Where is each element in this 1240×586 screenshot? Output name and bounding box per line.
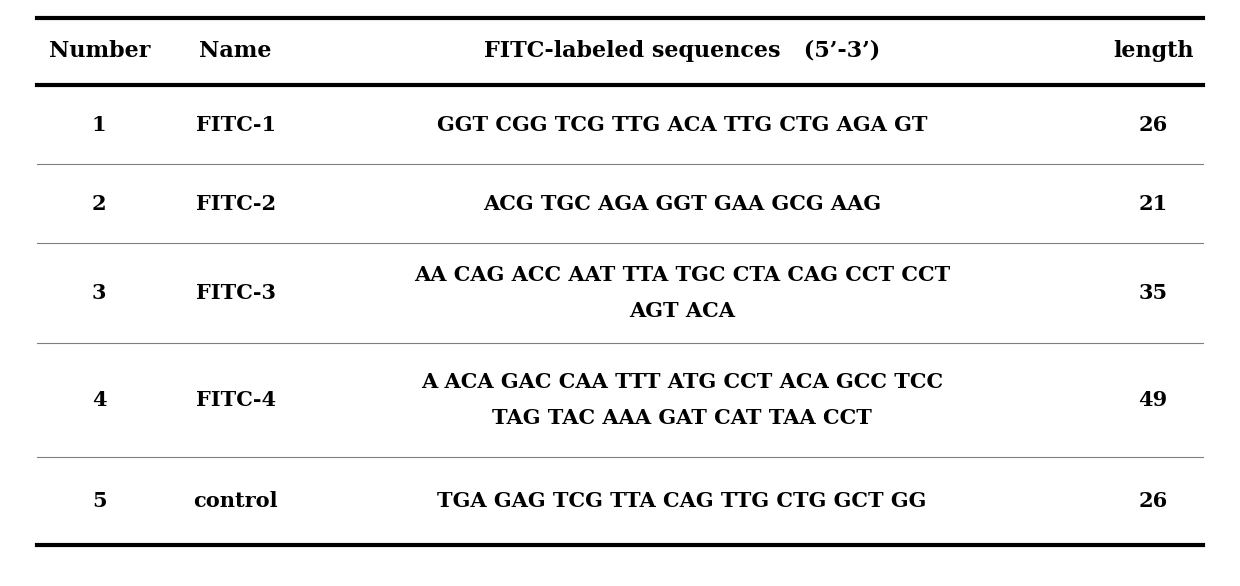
Text: FITC-2: FITC-2 [196,193,275,214]
Text: FITC-4: FITC-4 [196,390,275,410]
Text: GGT CGG TCG TTG ACA TTG CTG AGA GT: GGT CGG TCG TTG ACA TTG CTG AGA GT [436,114,928,135]
Text: 3: 3 [92,283,107,303]
Text: control: control [193,491,278,511]
Text: TGA GAG TCG TTA CAG TTG CTG GCT GG: TGA GAG TCG TTA CAG TTG CTG GCT GG [438,491,926,511]
Text: Number: Number [48,40,150,62]
Text: 35: 35 [1138,283,1168,303]
Text: AGT ACA: AGT ACA [629,301,735,321]
Text: 1: 1 [92,114,107,135]
Text: 21: 21 [1138,193,1168,214]
Text: length: length [1114,40,1193,62]
Text: FITC-labeled sequences   (5’-3’): FITC-labeled sequences (5’-3’) [484,40,880,62]
Text: 26: 26 [1138,114,1168,135]
Text: 5: 5 [92,491,107,511]
Text: FITC-3: FITC-3 [196,283,275,303]
Text: A ACA GAC CAA TTT ATG CCT ACA GCC TCC: A ACA GAC CAA TTT ATG CCT ACA GCC TCC [420,372,944,393]
Text: TAG TAC AAA GAT CAT TAA CCT: TAG TAC AAA GAT CAT TAA CCT [492,407,872,428]
Text: 4: 4 [92,390,107,410]
Text: Name: Name [200,40,272,62]
Text: 26: 26 [1138,491,1168,511]
Text: FITC-1: FITC-1 [196,114,275,135]
Text: ACG TGC AGA GGT GAA GCG AAG: ACG TGC AGA GGT GAA GCG AAG [482,193,882,214]
Text: 2: 2 [92,193,107,214]
Text: 49: 49 [1138,390,1168,410]
Text: AA CAG ACC AAT TTA TGC CTA CAG CCT CCT: AA CAG ACC AAT TTA TGC CTA CAG CCT CCT [414,265,950,285]
